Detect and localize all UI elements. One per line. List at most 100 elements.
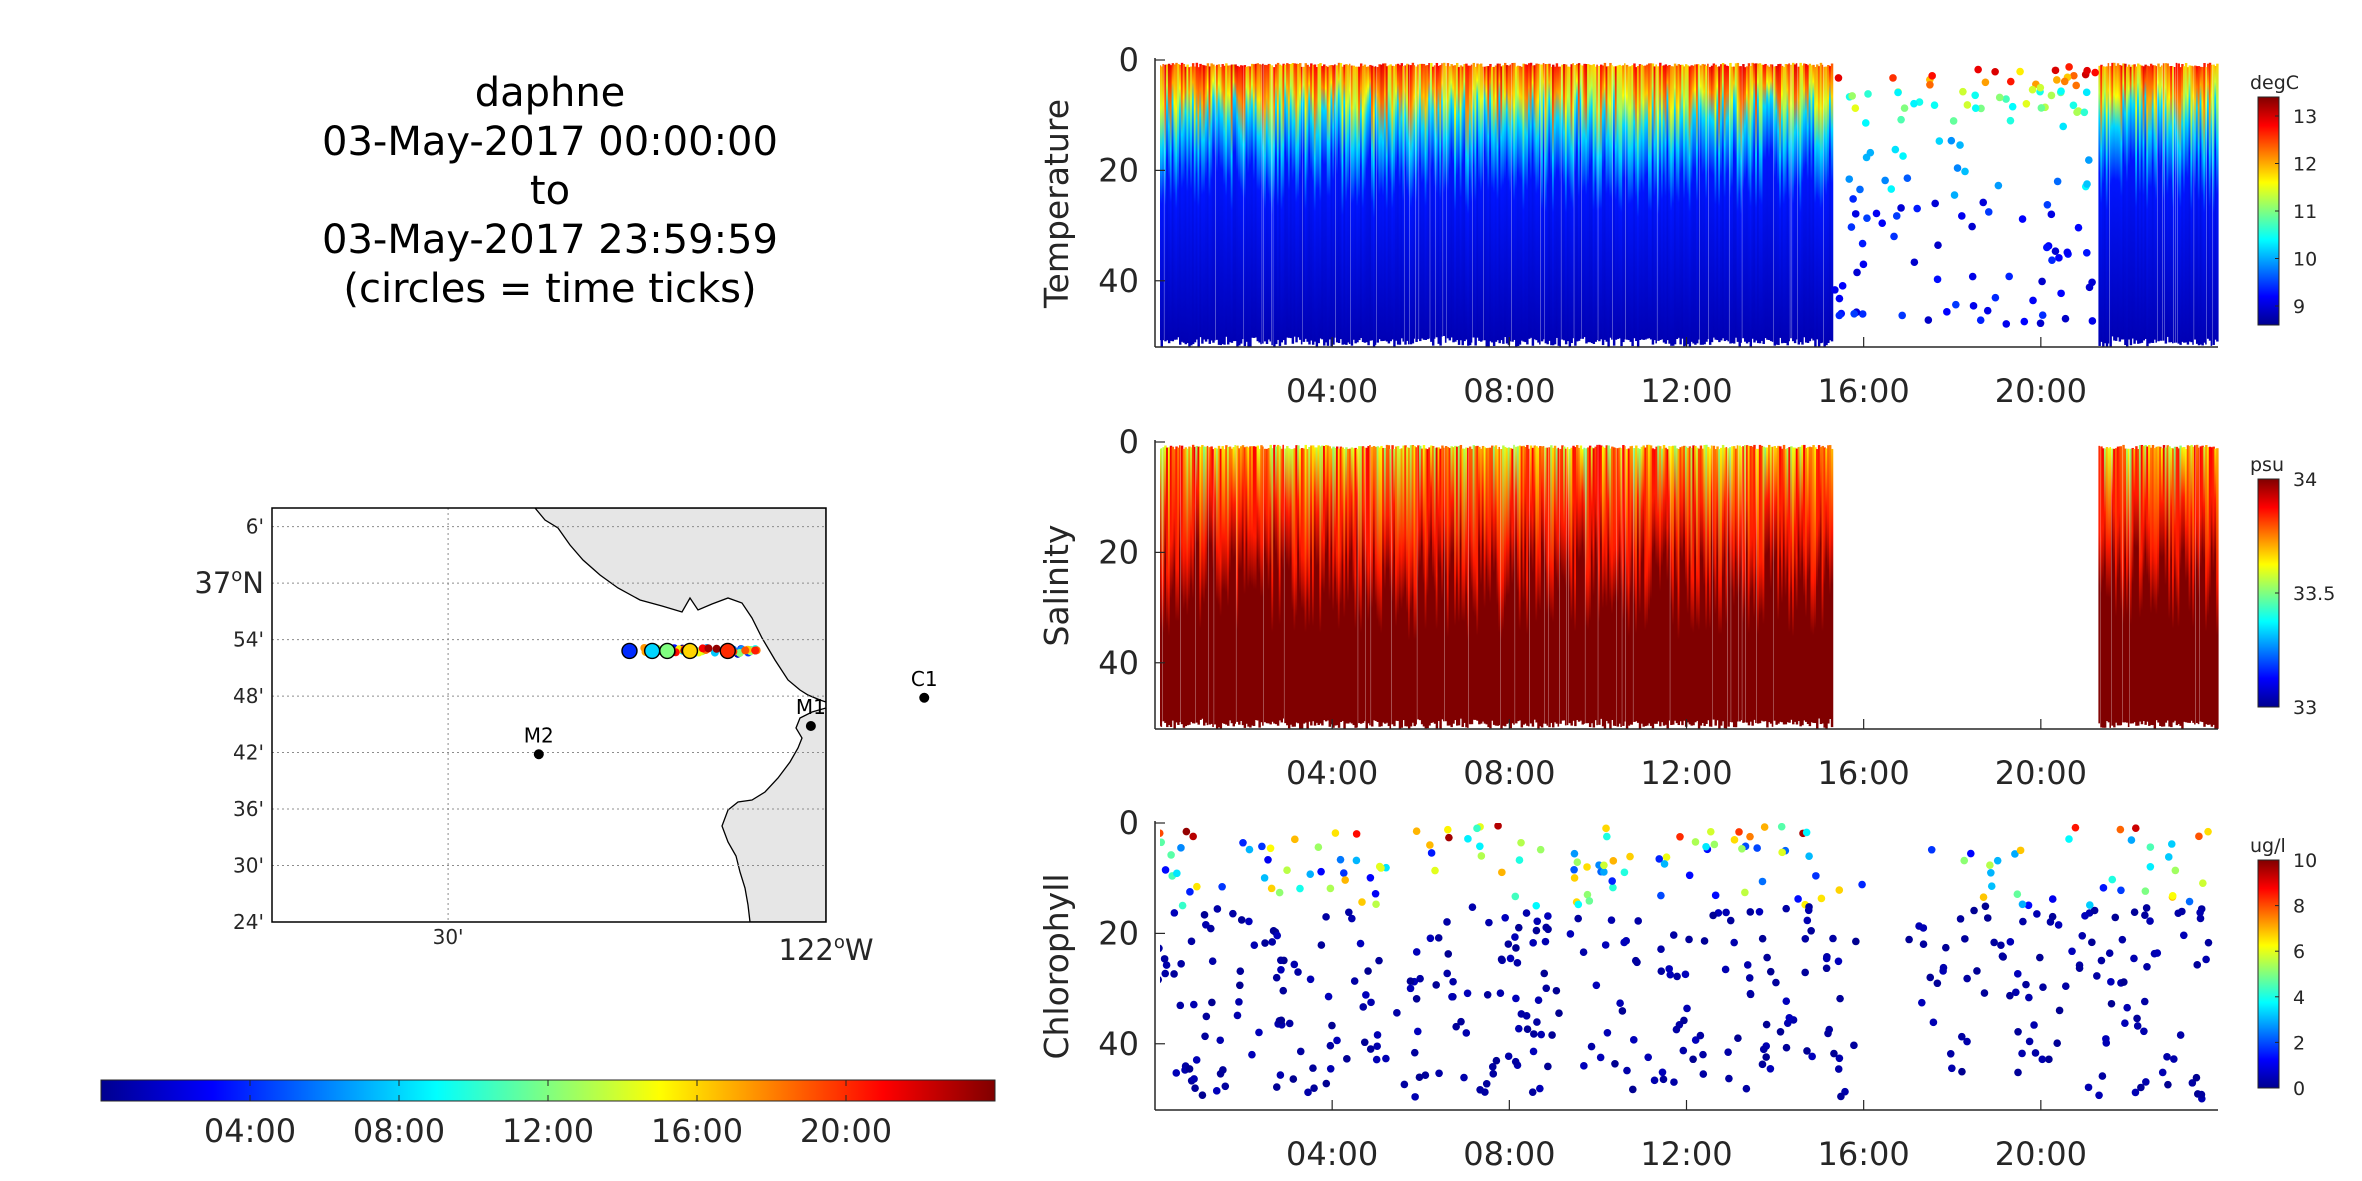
salinity-panel-profile (1707, 446, 1710, 721)
temperature-panel-profile (1251, 63, 1254, 338)
chlorophyll-panel-point (2048, 912, 2057, 921)
temperature-panel-profile (1594, 66, 1597, 342)
salinity-panel-profile (1570, 447, 1573, 726)
chlorophyll-panel-point (1406, 977, 1415, 986)
salinity-panel-profile (1744, 445, 1746, 723)
temperature-panel-profile (1529, 62, 1533, 338)
chlorophyll-panel-point (2170, 1055, 2178, 1063)
salinity-panel-colorbar-unit: psu (2250, 454, 2284, 476)
temperature-panel-profile (1433, 65, 1436, 339)
chlorophyll-panel-colorbar-tick-label: 4 (2293, 987, 2305, 1009)
temperature-panel-profile (1249, 66, 1252, 347)
temperature-panel-profile (1367, 66, 1370, 346)
temperature-panel-profile (1550, 66, 1553, 346)
temperature-panel-profile (1184, 66, 1187, 345)
temperature-panel-profile (1526, 64, 1529, 345)
temperature-panel-profile (2126, 66, 2129, 347)
salinity-panel-profile (1225, 445, 1228, 725)
salinity-panel-profile (1315, 447, 1319, 723)
chlorophyll-panel-point (1504, 940, 1513, 948)
salinity-panel-profile (1372, 446, 1376, 721)
time-colorbar-tick-label: 20:00 (800, 1112, 892, 1150)
temperature-panel-point (2016, 67, 2024, 76)
chlorophyll-panel-point (1221, 1082, 1230, 1091)
temperature-panel-profile (1306, 64, 1309, 342)
chlorophyll-panel-point (1285, 1019, 1294, 1028)
temperature-panel-profile (2098, 65, 2101, 346)
salinity-panel-profile (1768, 444, 1771, 723)
chlorophyll-panel-point (1726, 916, 1735, 925)
salinity-panel-profile (1378, 447, 1381, 727)
temperature-panel-profile (1419, 63, 1422, 342)
salinity-panel-profile (1756, 448, 1760, 724)
chlorophyll-panel-point (1580, 1062, 1588, 1070)
chlorophyll-panel-point (1834, 957, 1843, 966)
salinity-panel-profile (1260, 445, 1263, 723)
temperature-panel-point (2029, 296, 2037, 305)
salinity-panel-profile (1594, 446, 1597, 721)
chlorophyll-panel-point (1778, 848, 1786, 857)
chlorophyll-panel-point (1322, 913, 1330, 921)
salinity-panel-profile (2135, 446, 2138, 726)
temperature-panel-profile (1247, 66, 1250, 347)
temperature-panel-profile (1171, 63, 1175, 342)
temperature-panel-point (2047, 91, 2056, 100)
salinity-panel-profile (1609, 448, 1612, 729)
temperature-panel-profile (1354, 66, 1357, 344)
temperature-panel-profile (1677, 64, 1681, 338)
chlorophyll-panel-colorbar-tick-label: 8 (2293, 896, 2305, 918)
chlorophyll-panel-point (1825, 1025, 1834, 1034)
temperature-panel-profile (2192, 66, 2194, 345)
chlorophyll-panel-point (1981, 902, 1990, 911)
chlorophyll-panel-y-tick-label: 20 (1098, 914, 1139, 952)
salinity-panel-profile (2102, 448, 2105, 728)
temperature-panel-profile (1395, 64, 1398, 341)
chlorophyll-panel-point (1583, 863, 1591, 871)
salinity-panel-profile (1365, 447, 1368, 729)
salinity-panel-profile (1686, 448, 1690, 723)
temperature-panel-profile (1592, 64, 1596, 344)
chlorophyll-panel-point (1942, 943, 1950, 952)
temperature-panel-profile (1210, 63, 1213, 341)
temperature-panel-profile (1232, 64, 1235, 342)
salinity-panel-profile (1382, 447, 1385, 723)
salinity-panel-profile (1819, 447, 1823, 725)
chlorophyll-panel-point (1745, 974, 1754, 982)
salinity-panel-profile (1576, 445, 1579, 721)
temperature-panel-profile (1470, 64, 1473, 343)
temperature-panel-profile (1692, 65, 1695, 344)
temperature-panel-point (1838, 282, 1847, 290)
title-line-2: 03-May-2017 00:00:00 (322, 119, 778, 165)
salinity-panel-profile (1797, 447, 1801, 722)
salinity-panel-profile (1476, 445, 1479, 721)
temperature-panel-profile (1808, 63, 1812, 342)
salinity-panel-profile (1256, 445, 1260, 721)
chlorophyll-panel-point (1322, 1079, 1331, 1088)
chlorophyll-panel-point (1190, 1075, 1198, 1083)
chlorophyll-panel-point (1201, 1032, 1209, 1041)
salinity-panel-profile (1786, 448, 1789, 723)
temperature-panel-point (1881, 176, 1889, 185)
salinity-panel-profile (1507, 447, 1511, 723)
temperature-panel-profile (2181, 63, 2184, 342)
temperature-panel-profile (1553, 66, 1557, 345)
chlorophyll-panel-point (1987, 882, 1996, 891)
temperature-panel-profile (2216, 63, 2219, 342)
salinity-panel-profile (1830, 448, 1834, 728)
salinity-panel-profile (1625, 448, 1629, 729)
temperature-panel-profile (2199, 66, 2203, 345)
chlorophyll-panel-point (2130, 908, 2139, 916)
temperature-panel-profile (1740, 66, 1742, 343)
salinity-panel-profile (1251, 446, 1254, 726)
temperature-panel-profile (1358, 66, 1361, 341)
salinity-panel-profile (1600, 445, 1603, 719)
temperature-panel-profile (1465, 63, 1468, 340)
salinity-panel-profile (1337, 448, 1341, 728)
temperature-panel-profile (1177, 64, 1180, 338)
salinity-panel-profile (1157, 447, 1159, 727)
salinity-panel-profile (1197, 446, 1200, 725)
chlorophyll-panel-point (1699, 1050, 1707, 1059)
temperature-panel-point (2036, 83, 2045, 92)
temperature-panel-profile (1461, 66, 1464, 346)
